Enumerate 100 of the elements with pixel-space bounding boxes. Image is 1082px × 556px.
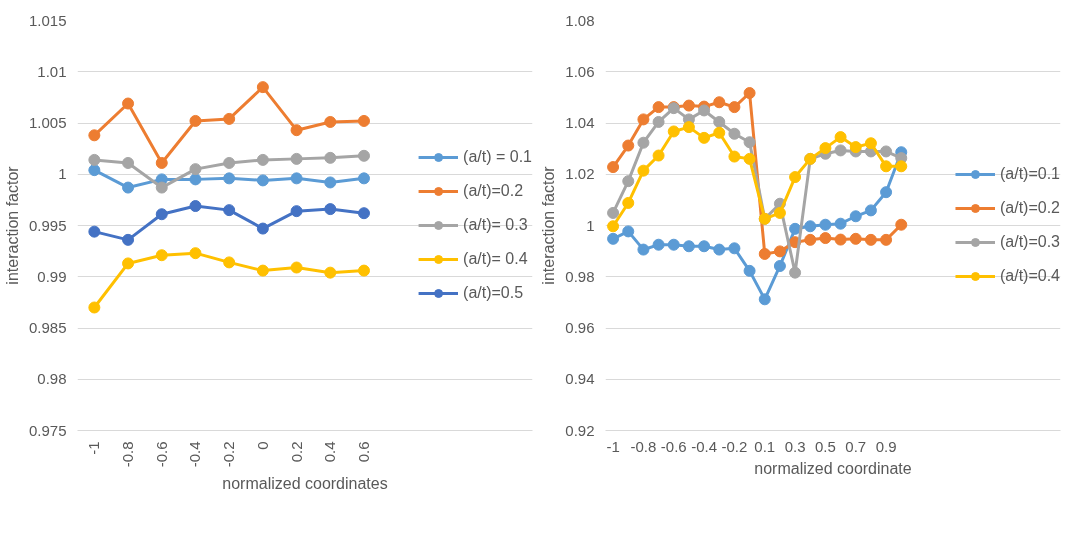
point: [122, 156, 135, 169]
point: [667, 238, 680, 251]
point: [880, 186, 893, 199]
point: [88, 301, 101, 314]
point: [713, 126, 726, 139]
point: [324, 176, 337, 189]
legend-label: (a/t)=0.3: [999, 233, 1060, 251]
point: [713, 115, 726, 128]
x-axis-title: normalized coordinate: [754, 459, 912, 477]
y-tick-label: 1: [58, 165, 67, 183]
x-tick-label: -0.8: [630, 437, 657, 455]
point: [773, 206, 786, 219]
point: [728, 150, 741, 163]
point: [622, 225, 635, 238]
point: [122, 233, 135, 246]
y-tick-label: 0.995: [28, 216, 67, 234]
x-tick-label: 0: [253, 441, 271, 450]
point: [88, 153, 101, 166]
point: [849, 141, 862, 154]
point: [698, 240, 711, 253]
x-tick-label: 0.5: [814, 437, 836, 455]
point: [880, 145, 893, 158]
x-tick-label: -0.8: [119, 441, 137, 468]
y-tick-label: 0.96: [565, 319, 595, 336]
point: [758, 247, 771, 260]
point: [895, 160, 908, 173]
point: [743, 264, 756, 277]
point: [357, 172, 370, 185]
point: [698, 104, 711, 117]
point: [290, 261, 303, 274]
x-tick-label: -0.2: [220, 441, 238, 468]
point: [88, 225, 101, 238]
legend-label: (a/t)=0.2: [999, 199, 1060, 217]
y-tick-label: 0.92: [565, 421, 595, 439]
y-tick-label: 0.985: [28, 319, 67, 336]
legend-label: (a/t)= 0.3: [463, 216, 528, 234]
point: [290, 205, 303, 218]
point: [773, 260, 786, 272]
point: [155, 249, 168, 262]
point: [324, 151, 337, 164]
point: [155, 156, 168, 169]
point: [88, 164, 101, 177]
point: [324, 266, 337, 279]
point: [804, 233, 817, 246]
x-tick-label: 0.4: [321, 441, 339, 463]
point: [122, 181, 135, 194]
point: [189, 173, 202, 186]
y-tick-label: 1: [586, 216, 595, 234]
point: [819, 218, 832, 231]
point: [652, 101, 665, 114]
point: [223, 156, 236, 169]
point: [607, 161, 620, 174]
point: [290, 152, 303, 165]
y-tick-label: 0.975: [28, 421, 67, 439]
point: [834, 217, 847, 230]
point: [622, 139, 635, 152]
point: [189, 200, 202, 213]
point: [834, 131, 847, 144]
point: [864, 204, 877, 217]
point: [607, 220, 620, 233]
point: [864, 233, 877, 246]
point: [743, 136, 756, 149]
point: [804, 220, 817, 233]
point: [819, 232, 832, 245]
point: [256, 222, 269, 235]
point: [622, 196, 635, 209]
point: [223, 204, 236, 217]
x-tick-label: 0.7: [845, 437, 867, 455]
x-tick-label: -0.4: [691, 437, 718, 455]
point: [849, 210, 862, 223]
point: [880, 233, 893, 246]
y-tick-label: 1.01: [37, 62, 67, 80]
legend-label: (a/t)=0.4: [999, 267, 1060, 285]
point: [357, 264, 370, 277]
y-tick-label: 1.04: [565, 114, 595, 131]
point: [324, 203, 337, 216]
point: [324, 115, 337, 128]
point: [256, 81, 269, 94]
point: [290, 172, 303, 185]
point: [189, 163, 202, 176]
point: [667, 125, 680, 138]
y-tick-label: 1.08: [565, 11, 595, 29]
point: [773, 245, 786, 258]
point: [895, 218, 908, 231]
point: [682, 121, 695, 134]
point: [728, 127, 741, 140]
x-tick-label: -0.2: [721, 437, 748, 455]
x-tick-label: 0.1: [754, 437, 776, 455]
point: [834, 144, 847, 157]
point: [789, 171, 802, 184]
x-axis-title: normalized coordinates: [222, 475, 388, 493]
point: [880, 160, 893, 173]
point: [713, 243, 726, 256]
point: [652, 238, 665, 251]
legend-label: (a/t)=0.2: [463, 182, 524, 200]
y-axis-title: interaction factor: [540, 165, 558, 285]
legend-label: (a/t)= 0.4: [463, 250, 528, 268]
point: [189, 114, 202, 127]
point: [256, 174, 269, 187]
legend-label: (a/t)=0.5: [463, 284, 524, 302]
